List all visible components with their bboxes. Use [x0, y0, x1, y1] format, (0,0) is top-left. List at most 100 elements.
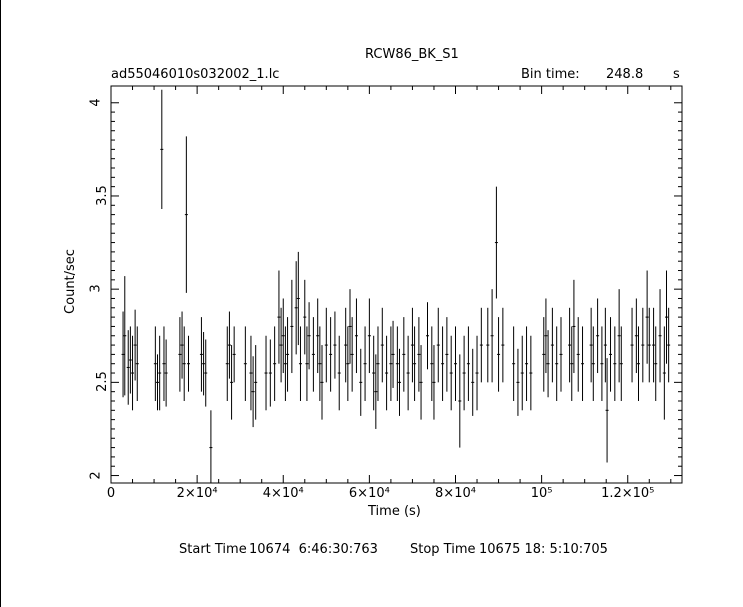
data-point: [413, 326, 417, 401]
data-point: [131, 335, 135, 411]
data-point: [133, 309, 137, 381]
data-point: [449, 335, 453, 411]
data-point: [430, 326, 434, 401]
data-point: [494, 186, 498, 299]
chart-title: RCW86_BK_S1: [365, 47, 459, 62]
data-point: [187, 335, 191, 392]
data-point: [410, 307, 414, 383]
data-point: [316, 298, 320, 374]
data-point: [398, 348, 402, 416]
data-point: [645, 270, 649, 364]
data-point: [374, 354, 378, 429]
data-point: [359, 348, 363, 416]
data-point: [329, 317, 333, 392]
data-point: [303, 279, 307, 355]
plot-frame: [110, 85, 683, 484]
data-point: [279, 307, 283, 383]
data-point: [350, 317, 354, 392]
data-point: [471, 348, 475, 416]
data-point: [264, 335, 268, 411]
data-point: [479, 307, 483, 383]
data-point: [658, 289, 662, 383]
data-point: [544, 298, 548, 374]
data-point: [346, 326, 350, 401]
y-tick-label: 2.5: [94, 371, 110, 393]
data-point: [596, 298, 600, 374]
data-point: [249, 335, 253, 411]
y-tick-label: 3: [88, 284, 104, 293]
x-tick-label: 2×10⁴: [176, 486, 218, 501]
data-point: [305, 326, 309, 401]
data-point: [389, 326, 393, 401]
data-point: [298, 326, 302, 401]
data-point: [372, 335, 376, 411]
data-point: [296, 251, 300, 346]
y-tick-label: 3.5: [94, 185, 110, 206]
data-point: [662, 326, 666, 420]
data-point: [654, 326, 658, 401]
data-point: [232, 326, 236, 383]
data-point: [128, 326, 132, 394]
data-point: [501, 307, 505, 383]
data-point: [126, 330, 130, 405]
window-left-edge: [0, 0, 1, 607]
data-point: [202, 332, 206, 396]
x-axis-label: Time (s): [368, 504, 421, 519]
data-point: [419, 345, 423, 420]
data-point: [641, 307, 645, 383]
data-point: [290, 279, 294, 374]
data-point: [568, 307, 572, 383]
data-point: [277, 270, 281, 364]
data-series: [121, 89, 671, 483]
data-point: [227, 311, 231, 379]
data-point: [318, 326, 322, 401]
data-point: [156, 354, 160, 411]
data-point: [490, 289, 494, 383]
file-label: ad55046010s032002_1.lc: [111, 67, 280, 82]
data-point: [225, 326, 229, 401]
data-point: [337, 335, 341, 411]
data-point: [178, 317, 182, 392]
data-point: [664, 270, 668, 364]
data-point: [209, 410, 213, 483]
data-point: [164, 339, 168, 407]
data-point: [497, 317, 501, 392]
data-point: [550, 307, 554, 383]
data-point: [363, 326, 367, 401]
y-axis-label: Count/sec: [62, 249, 78, 314]
data-point: [307, 302, 311, 370]
bin-time-value: 248.8: [606, 67, 644, 82]
data-point: [286, 317, 290, 392]
x-tick-label: 8×10⁴: [435, 486, 476, 501]
start-time-value: 10674 6:46:30:763: [249, 542, 378, 557]
data-point: [354, 298, 358, 374]
data-point: [652, 307, 656, 383]
data-point: [320, 345, 324, 420]
data-point: [520, 335, 524, 411]
y-tick-label: 4: [88, 98, 104, 107]
data-point: [609, 317, 613, 392]
data-point: [180, 311, 184, 379]
data-point: [634, 298, 638, 374]
data-point: [475, 335, 479, 411]
data-point: [619, 326, 623, 401]
bin-time-label: Bin time:: [521, 67, 580, 82]
data-point: [529, 335, 533, 411]
axis-ticks: [110, 86, 682, 483]
data-point: [525, 326, 529, 401]
data-point: [243, 326, 247, 401]
data-point: [613, 326, 617, 401]
data-point: [516, 348, 520, 416]
x-tick-label: 6×10⁴: [348, 486, 390, 501]
data-point: [570, 326, 574, 401]
data-point: [555, 326, 559, 401]
data-point: [426, 302, 430, 370]
data-point: [135, 326, 139, 401]
data-point: [391, 320, 395, 388]
data-point: [600, 326, 604, 401]
data-point: [591, 326, 595, 401]
data-point: [121, 311, 125, 398]
data-point: [637, 326, 641, 401]
data-point: [324, 307, 328, 383]
